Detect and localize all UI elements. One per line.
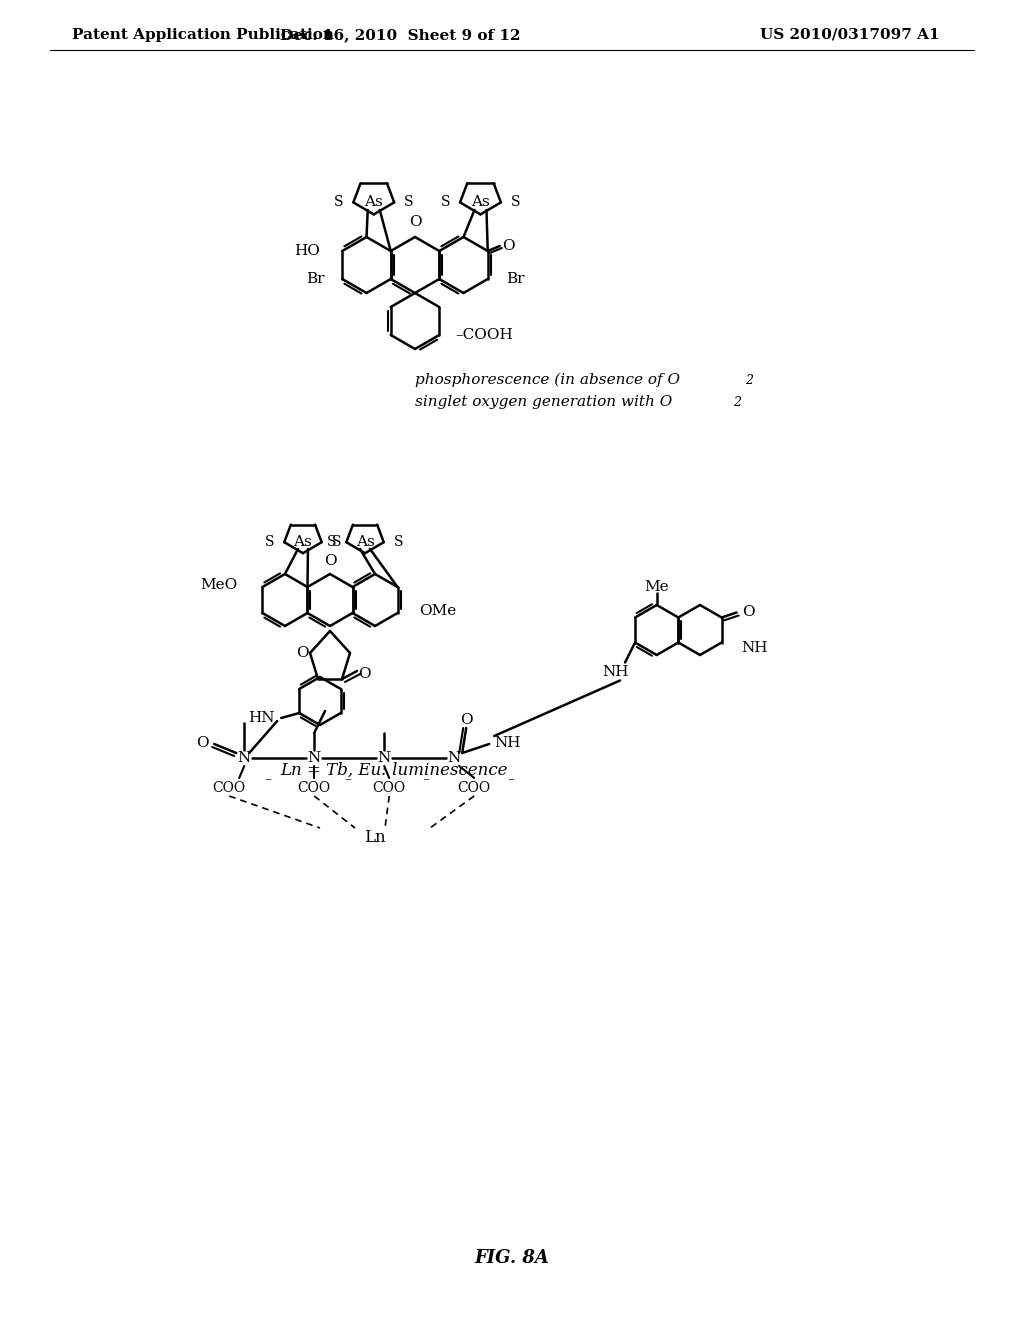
Text: HN: HN [248,711,274,725]
Text: N: N [307,751,321,766]
Text: ⁻: ⁻ [344,776,351,789]
Text: 2: 2 [733,396,741,409]
Text: singlet oxygen generation with O: singlet oxygen generation with O [415,395,672,409]
Text: N: N [378,751,391,766]
Text: FIG. 8A: FIG. 8A [474,1249,550,1267]
Text: As: As [294,535,312,549]
Text: As: As [365,195,383,209]
Text: NH: NH [741,640,768,655]
Text: O: O [741,606,755,619]
Text: S: S [265,535,274,549]
Text: S: S [334,195,343,210]
Text: ⁻: ⁻ [422,776,430,789]
Text: O: O [460,713,472,727]
Text: Patent Application Publication: Patent Application Publication [72,28,334,42]
Text: S: S [511,195,520,210]
Text: 2: 2 [745,374,753,387]
Text: Me: Me [644,579,669,594]
Text: S: S [332,535,341,549]
Text: N: N [238,751,251,766]
Text: S: S [440,195,451,210]
Text: Br: Br [506,272,524,286]
Text: –COOH: –COOH [456,327,513,342]
Text: O: O [502,239,514,253]
Text: O: O [409,215,421,228]
Text: Br: Br [306,272,325,286]
Text: HO: HO [294,244,321,257]
Text: US 2010/0317097 A1: US 2010/0317097 A1 [760,28,940,42]
Text: MeO: MeO [201,578,238,591]
Text: COO: COO [373,781,406,795]
Text: phosphorescence (in absence of O: phosphorescence (in absence of O [415,372,680,387]
Text: O: O [196,737,209,750]
Text: Dec. 16, 2010  Sheet 9 of 12: Dec. 16, 2010 Sheet 9 of 12 [280,28,520,42]
Text: COO: COO [213,781,246,795]
Text: ⁻: ⁻ [264,776,271,789]
Text: As: As [471,195,489,209]
Text: NH: NH [495,737,521,750]
Text: Ln: Ln [365,829,386,846]
Text: N: N [447,751,461,766]
Text: NH: NH [602,665,629,680]
Text: Ln = Tb, Eu: luminescence: Ln = Tb, Eu: luminescence [280,762,508,779]
Text: O: O [296,645,308,660]
Text: O: O [357,667,371,681]
Text: OMe: OMe [420,605,457,618]
Text: S: S [404,195,414,210]
Text: As: As [355,535,375,549]
Text: ⁻: ⁻ [507,776,515,789]
Text: COO: COO [458,781,490,795]
Text: S: S [327,535,336,549]
Text: COO: COO [298,781,331,795]
Text: O: O [324,554,336,568]
Text: S: S [394,535,403,549]
